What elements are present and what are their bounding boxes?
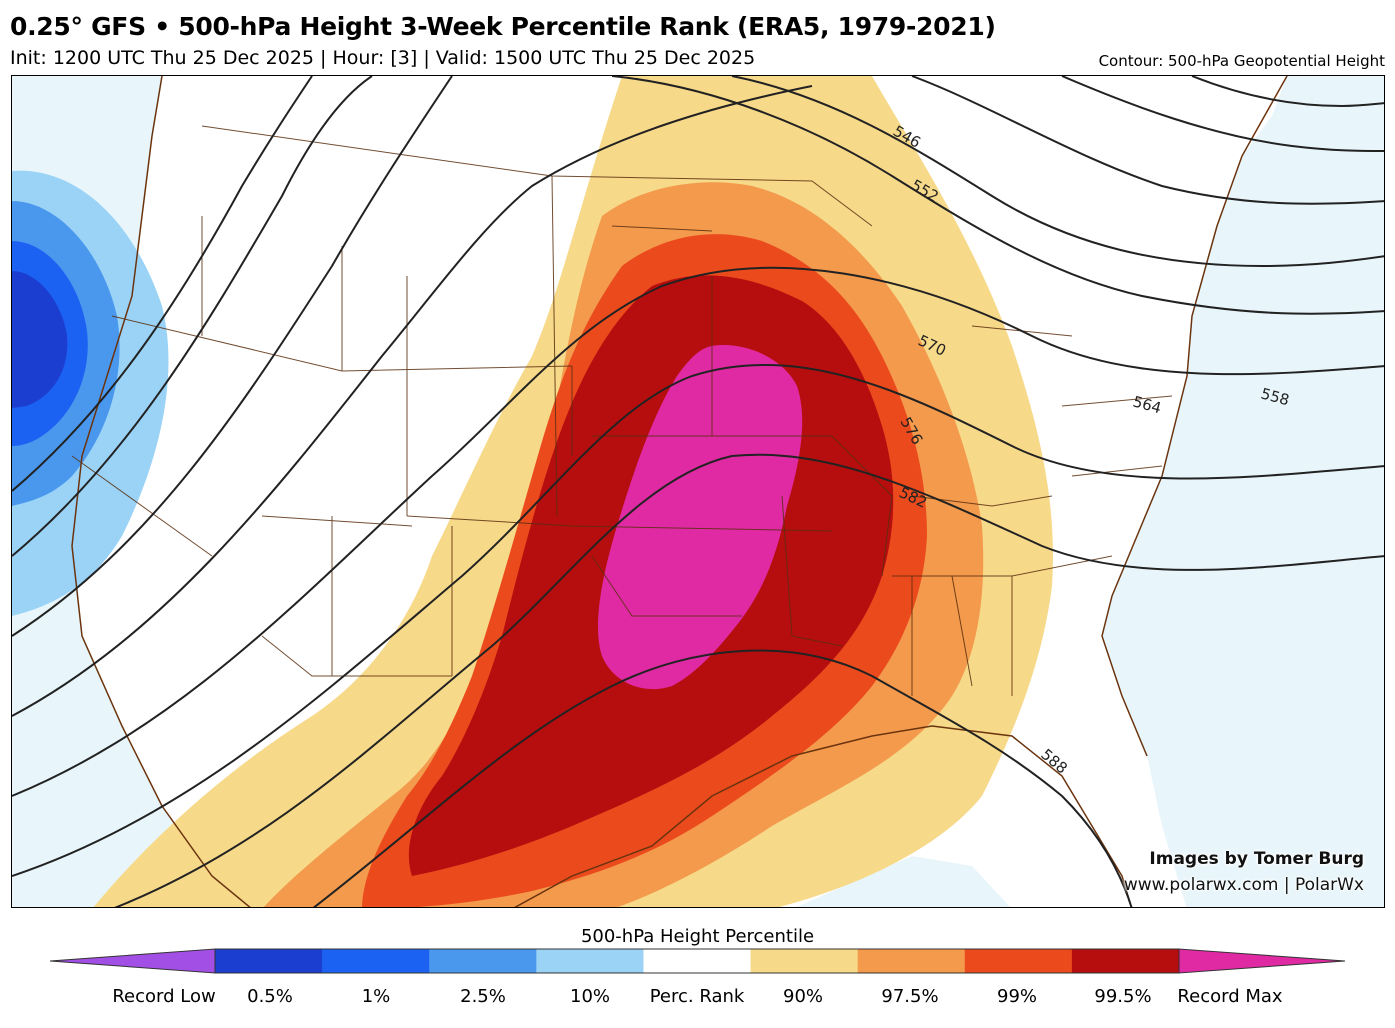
colorbar-label-99-5: 99.5%	[1094, 986, 1152, 1007]
negative-anomaly-west	[12, 170, 169, 617]
colorbar-segment-0-5	[215, 949, 323, 973]
colorbar-label-perc-rank: Perc. Rank	[649, 986, 745, 1007]
colorbar-label-99: 99%	[996, 986, 1038, 1007]
contour-note: Contour: 500-hPa Geopotential Height	[1098, 52, 1385, 70]
colorbar-labels: Record Low 0.5% 1% 2.5% 10% Perc. Rank 9…	[0, 986, 1395, 1012]
map-canvas: 546 552 558 564 570 576 582 588	[12, 76, 1384, 907]
map-panel: 546 552 558 564 570 576 582 588 Images b…	[11, 75, 1385, 908]
colorbar-segment-neutral	[643, 949, 752, 973]
colorbar-label-1: 1%	[361, 986, 391, 1007]
colorbar-label-record-max: Record Max	[1177, 986, 1283, 1007]
colorbar-segment-99-5	[1071, 949, 1180, 973]
colorbar-label-record-low: Record Low	[112, 986, 216, 1007]
colorbar-label-0-5: 0.5%	[247, 986, 293, 1007]
colorbar-segment-1	[322, 949, 430, 973]
coastline	[71, 76, 1288, 907]
positive-anomaly-ridge	[93, 76, 1053, 907]
colorbar-title: 500-hPa Height Percentile	[580, 926, 815, 947]
colorbar-label-10: 10%	[569, 986, 611, 1007]
colorbar-label-90: 90%	[782, 986, 824, 1007]
colorbar-record-low-arrow	[50, 948, 216, 974]
colorbar-record-max-arrow	[1178, 948, 1345, 974]
colorbar	[50, 948, 1345, 974]
credit-author: Images by Tomer Burg	[1149, 849, 1364, 869]
map-subtitle: Init: 1200 UTC Thu 25 Dec 2025 | Hour: […	[10, 47, 756, 69]
colorbar-segment-90	[750, 949, 859, 973]
colorbar-segment-97-5	[857, 949, 966, 973]
height-contours	[12, 76, 1384, 907]
state-borders	[71, 125, 1173, 696]
colorbar-label-97-5: 97.5%	[881, 986, 939, 1007]
colorbar-segment-2-5	[429, 949, 537, 973]
colorbar-segment-10	[536, 949, 644, 973]
colorbar-segment-99	[964, 949, 1073, 973]
credit-website: www.polarwx.com | PolarWx	[1123, 875, 1364, 895]
map-title: 0.25° GFS • 500-hPa Height 3-Week Percen…	[10, 12, 996, 41]
colorbar-label-2-5: 2.5%	[460, 986, 506, 1007]
